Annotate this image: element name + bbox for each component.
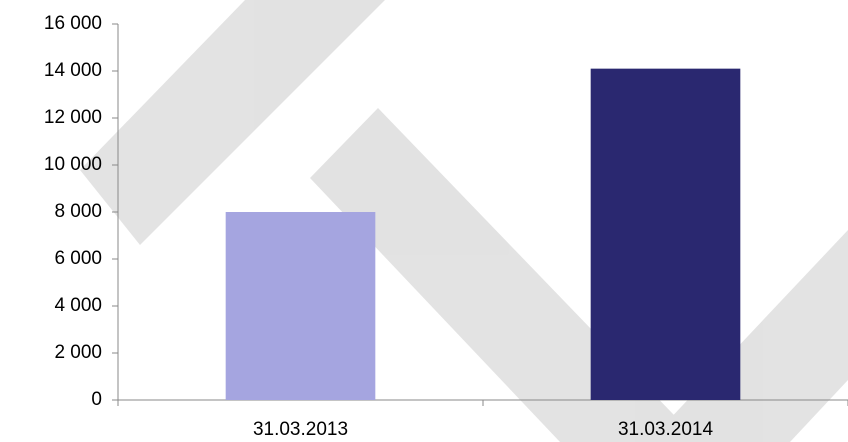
- bar: [225, 212, 376, 400]
- x-tick-label: 31.03.2014: [618, 419, 714, 440]
- bar: [590, 68, 741, 401]
- y-tick-label: 4 000: [54, 295, 102, 316]
- watermark-band: [80, 0, 385, 245]
- y-tick-label: 2 000: [54, 342, 102, 363]
- y-tick-label: 14 000: [44, 60, 102, 81]
- x-tick-label: 31.03.2013: [253, 419, 348, 440]
- y-tick-label: 10 000: [44, 154, 102, 175]
- y-tick-label: 12 000: [44, 107, 102, 128]
- y-tick-label: 8 000: [54, 201, 102, 222]
- y-tick-label: 0: [91, 389, 102, 410]
- y-tick-label: 6 000: [54, 248, 102, 269]
- y-tick-label: 16 000: [44, 13, 102, 34]
